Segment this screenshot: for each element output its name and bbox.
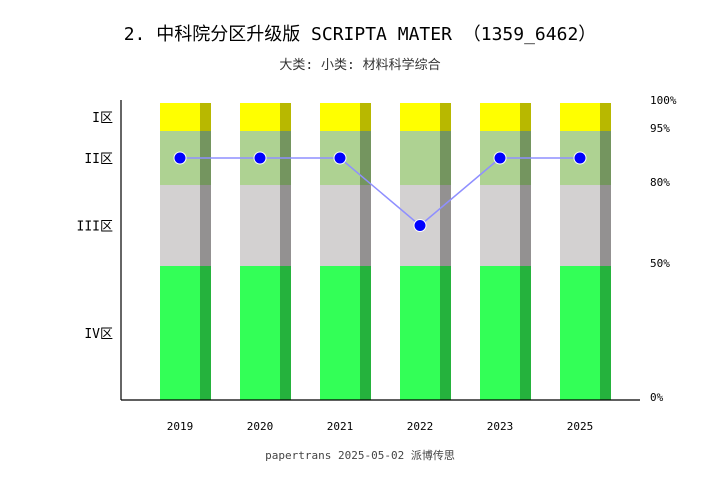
- x-tick-label: 2021: [327, 420, 354, 433]
- bar-segment-2023-zone-1: [480, 103, 520, 131]
- bar-shade-2022-zone-2: [440, 131, 451, 185]
- zone-label: IV区: [84, 327, 113, 342]
- chart-footer: papertrans 2025-05-02 派博传思: [265, 449, 455, 462]
- bar-shade-2021-zone-3: [360, 185, 371, 266]
- bar-segment-2019-zone-3: [160, 185, 200, 266]
- bar-shade-2019-zone-4: [200, 266, 211, 400]
- bar-shade-2025-zone-4: [600, 266, 611, 400]
- x-tick-label: 2020: [247, 420, 274, 433]
- bar-segment-2021-zone-1: [320, 103, 360, 131]
- data-point-2021: [333, 151, 347, 165]
- zone-label: I区: [92, 111, 113, 126]
- data-point-2020: [253, 151, 267, 165]
- bar-shade-2023-zone-1: [520, 103, 531, 131]
- bar-segment-2020-zone-3: [240, 185, 280, 266]
- data-point-2025: [573, 151, 587, 165]
- bar-shade-2019-zone-1: [200, 103, 211, 131]
- x-tick-label: 2019: [167, 420, 194, 433]
- right-tick-label: 50%: [650, 257, 670, 270]
- chart-title: 2. 中科院分区升级版 SCRIPTA MATER （1359_6462）: [124, 24, 597, 45]
- bar-segment-2019-zone-1: [160, 103, 200, 131]
- x-tick-label: 2025: [567, 420, 594, 433]
- bar-shade-2025-zone-2: [600, 131, 611, 185]
- bar-shade-2021-zone-4: [360, 266, 371, 400]
- bar-shade-2020-zone-4: [280, 266, 291, 400]
- bar-segment-2025-zone-1: [560, 103, 600, 131]
- data-point-2022: [413, 219, 427, 232]
- bar-segment-2022-zone-4: [400, 266, 440, 400]
- bar-shade-2021-zone-1: [360, 103, 371, 131]
- bar-segment-2023-zone-4: [480, 266, 520, 400]
- right-tick-label: 100%: [650, 94, 677, 107]
- right-tick-label: 0%: [650, 391, 664, 404]
- bar-shade-2022-zone-4: [440, 266, 451, 400]
- x-tick-label: 2022: [407, 420, 434, 433]
- x-tick-label: 2023: [487, 420, 514, 433]
- bar-shade-2022-zone-1: [440, 103, 451, 131]
- bar-segment-2019-zone-4: [160, 266, 200, 400]
- right-tick-label: 80%: [650, 176, 670, 189]
- zone-label: III区: [77, 220, 113, 235]
- bar-shade-2025-zone-1: [600, 103, 611, 131]
- bar-segment-2023-zone-3: [480, 185, 520, 266]
- bar-shade-2023-zone-4: [520, 266, 531, 400]
- bar-shade-2022-zone-3: [440, 185, 451, 266]
- data-point-2023: [493, 151, 507, 165]
- bar-segment-2022-zone-1: [400, 103, 440, 131]
- bar-segment-2021-zone-3: [320, 185, 360, 266]
- bar-shade-2019-zone-3: [200, 185, 211, 266]
- zone-label: II区: [84, 152, 113, 167]
- bar-shade-2025-zone-3: [600, 185, 611, 266]
- bar-segment-2022-zone-2: [400, 131, 440, 185]
- right-tick-label: 95%: [650, 122, 670, 135]
- bar-shade-2020-zone-3: [280, 185, 291, 266]
- bar-segment-2020-zone-1: [240, 103, 280, 131]
- data-point-2019: [173, 151, 187, 165]
- bar-segment-2025-zone-4: [560, 266, 600, 400]
- bar-segment-2025-zone-3: [560, 185, 600, 266]
- series-line: [180, 157, 580, 227]
- bar-shade-2020-zone-1: [280, 103, 291, 131]
- bar-shade-2021-zone-2: [360, 131, 371, 185]
- bar-shade-2023-zone-3: [520, 185, 531, 266]
- bar-segment-2021-zone-4: [320, 266, 360, 400]
- bar-segment-2020-zone-4: [240, 266, 280, 400]
- chart-subtitle: 大类: 小类: 材料科学综合: [279, 57, 440, 73]
